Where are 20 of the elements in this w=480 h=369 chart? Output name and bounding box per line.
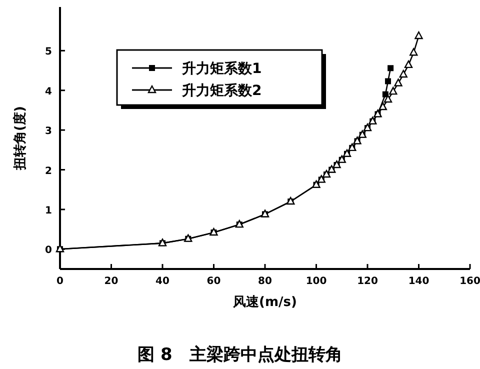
x-tick-label: 20 bbox=[104, 276, 118, 287]
x-tick-label: 0 bbox=[56, 276, 64, 287]
x-axis-title: 风速(m/s) bbox=[232, 295, 297, 310]
y-tick-label: 5 bbox=[45, 46, 52, 58]
y-tick-label: 1 bbox=[45, 205, 52, 216]
x-tick-label: 160 bbox=[460, 276, 480, 287]
x-tick-label: 120 bbox=[357, 276, 378, 287]
y-tick-label: 0 bbox=[45, 245, 52, 256]
x-tick-label: 140 bbox=[408, 276, 430, 287]
y-tick-label: 2 bbox=[45, 166, 52, 177]
x-tick-label: 100 bbox=[306, 276, 327, 287]
y-axis-title: 扭转角(度) bbox=[12, 106, 28, 171]
y-tick-label: 4 bbox=[45, 86, 52, 98]
text: 图 8 主梁跨中点处扭转角 bbox=[138, 345, 342, 365]
x-tick-label: 40 bbox=[156, 276, 170, 287]
x-tick-label: 60 bbox=[206, 276, 221, 287]
legend-label: 升力矩系数1 bbox=[181, 60, 262, 77]
x-tick-label: 80 bbox=[258, 276, 272, 287]
legend-label: 升力矩系数2 bbox=[181, 82, 262, 99]
y-tick-label: 3 bbox=[45, 126, 52, 138]
